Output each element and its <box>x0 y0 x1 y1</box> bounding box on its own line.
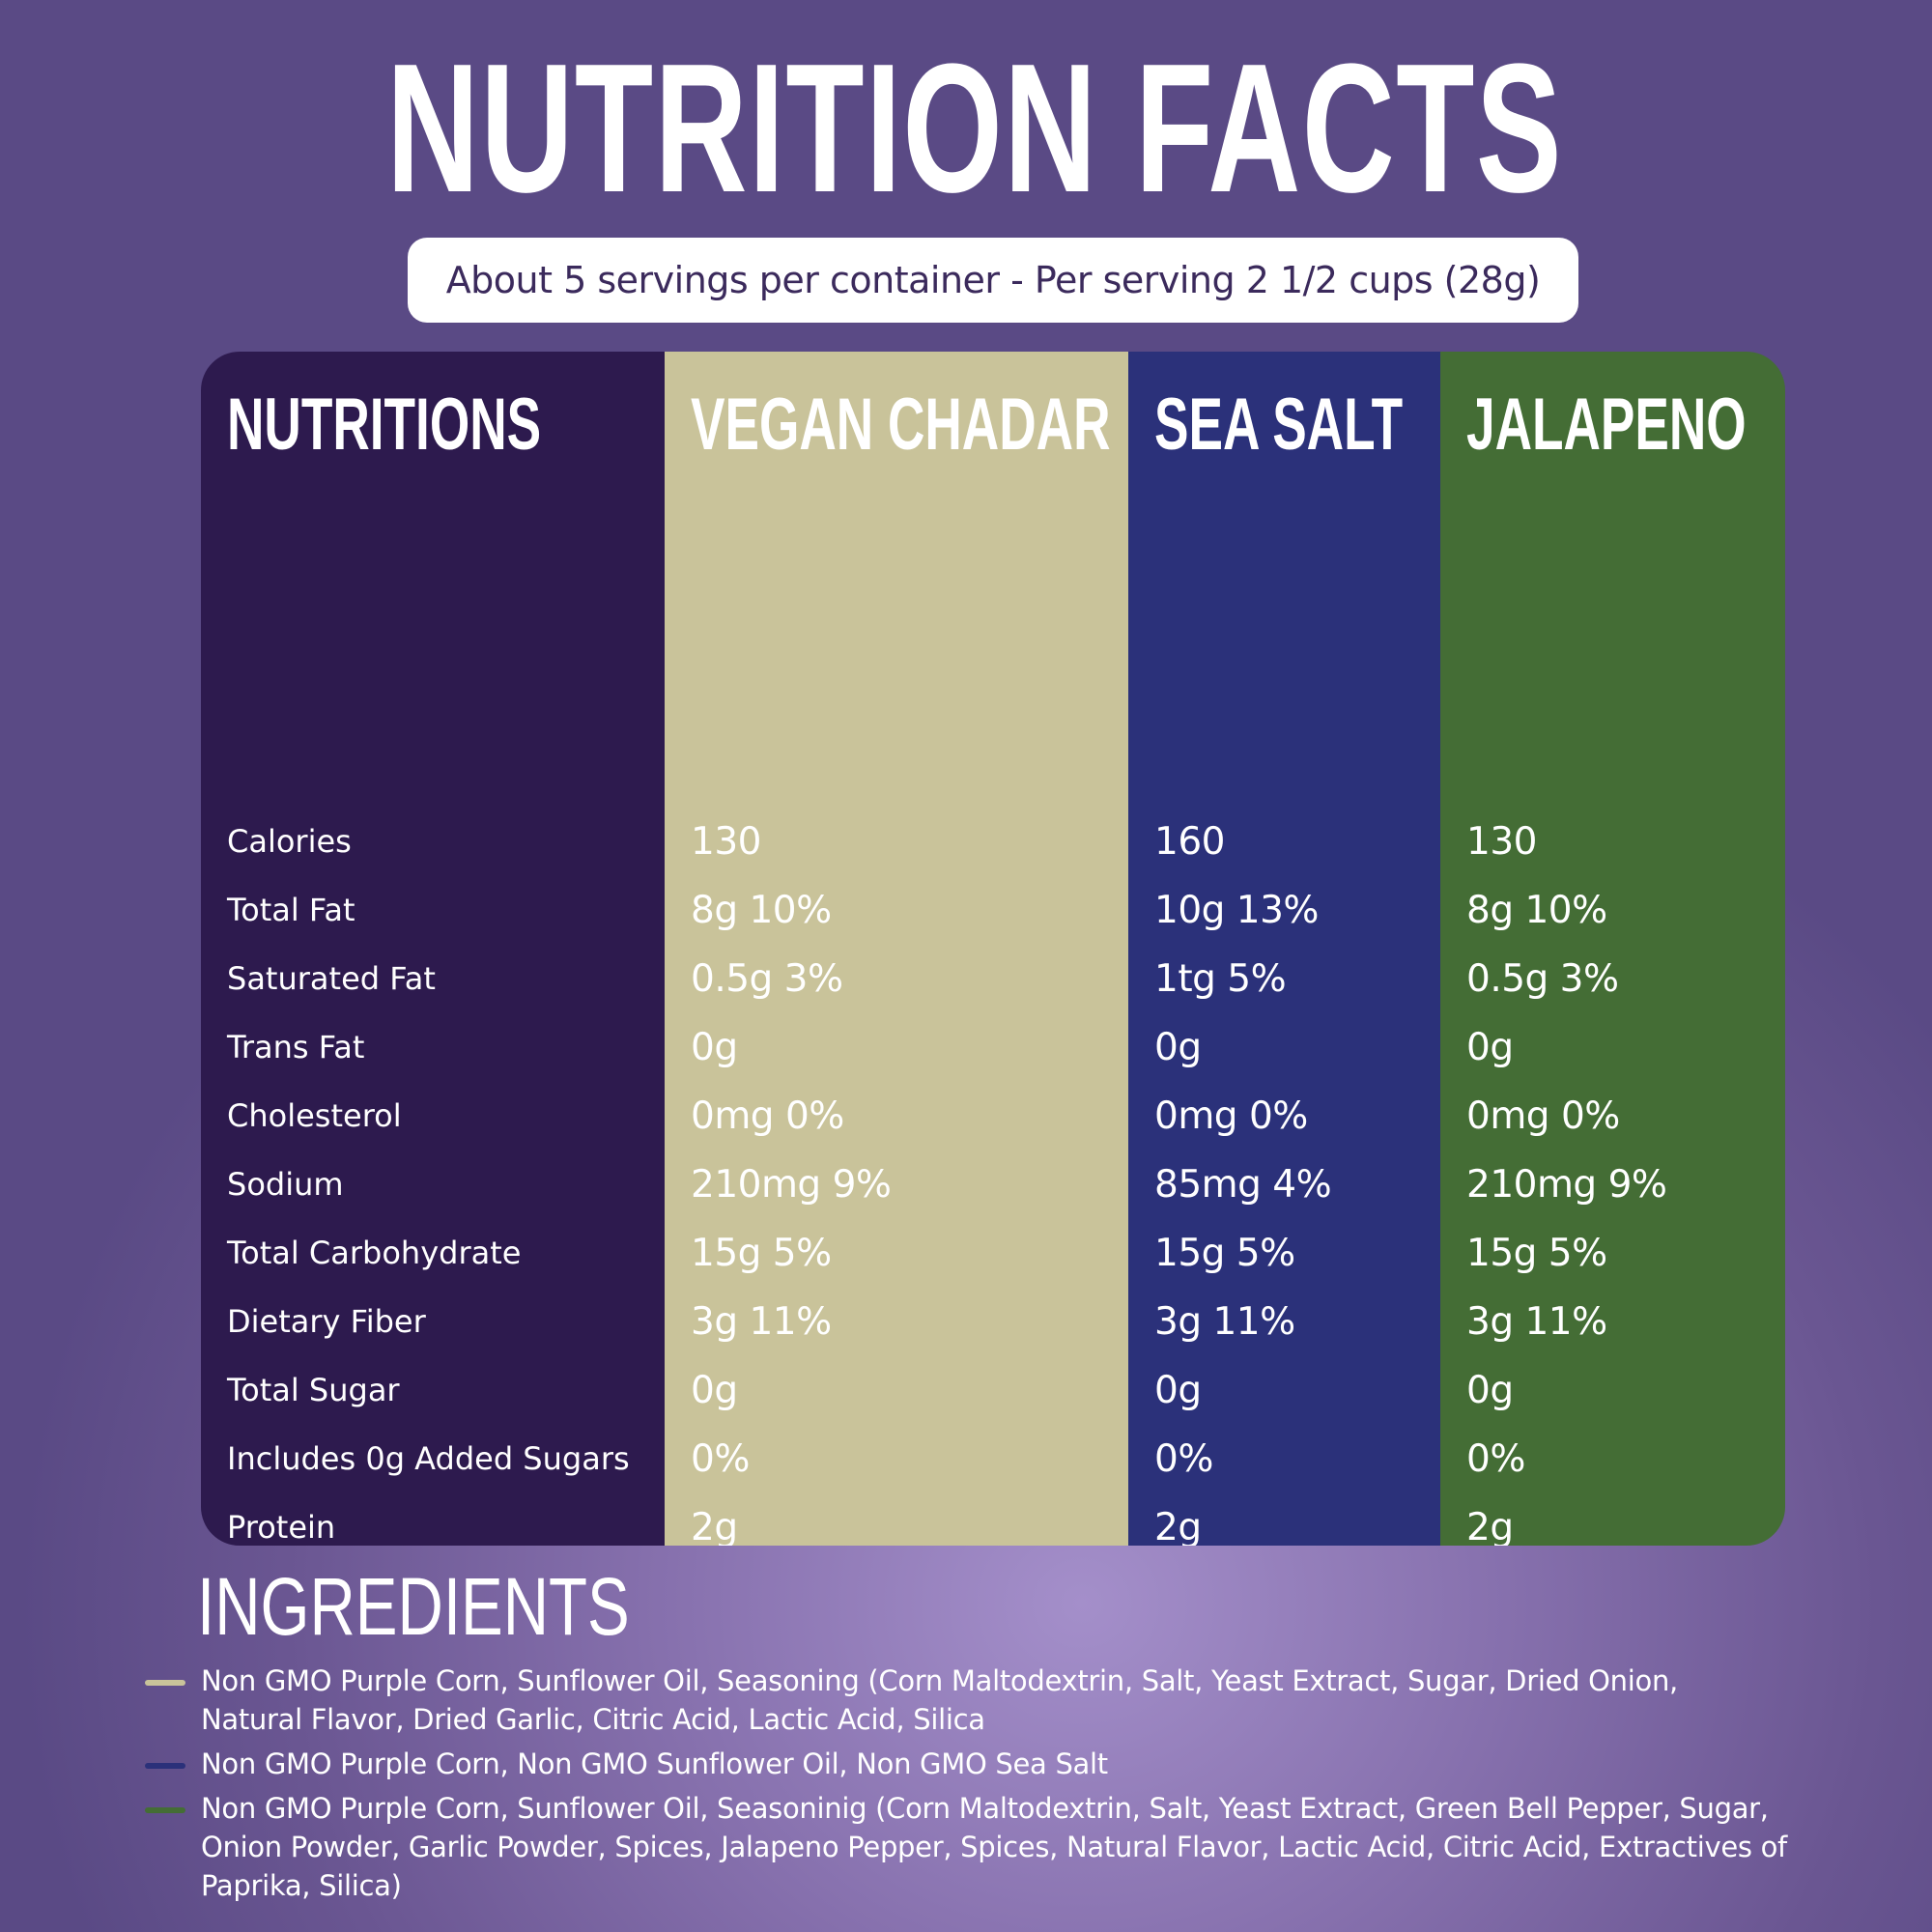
nutrient-value: 3g 11% <box>691 1300 832 1344</box>
nutrient-value: 8g 10% <box>691 889 832 932</box>
nutrient-value: 85mg 4% <box>1154 1163 1332 1207</box>
page-title: NUTRITION FACTS <box>386 26 1563 231</box>
color-swatch-jalapeno <box>145 1807 185 1813</box>
nutrient-value: 2g <box>1154 1506 1202 1546</box>
nutrient-value: 1tg 5% <box>1154 957 1287 1001</box>
nutrient-name: Saturated Fat <box>227 960 436 997</box>
nutrient-value: 0g <box>1466 1369 1514 1412</box>
nutrient-value: 0.5g 3% <box>691 957 843 1001</box>
jalapeno-column: JALAPENO 130 8g 10% 0.5g 3% 0g 0mg 0% 210mg 9… <box>1440 352 1785 1546</box>
nutrient-name: Includes 0g Added Sugars <box>227 1440 630 1477</box>
nutrient-value: 0g <box>1466 1026 1514 1069</box>
nutrient-value: 210mg 9% <box>691 1163 892 1207</box>
nutrition-table: NUTRITIONS Calories Total Fat Saturated Fa… <box>201 352 1785 1546</box>
nutrient-value: 8g 10% <box>1466 889 1607 932</box>
nutrient-name: Trans Fat <box>227 1029 365 1065</box>
ingredients-list: Non GMO Purple Corn, Sunflower Oil, Seas… <box>145 1662 1787 1911</box>
nutrient-value: 0mg 0% <box>1154 1094 1308 1138</box>
nutrient-name: Cholesterol <box>227 1097 402 1134</box>
nutrient-value: 210mg 9% <box>1466 1163 1667 1207</box>
ingredient-text: Non GMO Purple Corn, Sunflower Oil, Seas… <box>201 1664 1678 1736</box>
ingredient-text: Non GMO Purple Corn, Non GMO Sunflower O… <box>201 1747 1108 1780</box>
nutrient-value: 0g <box>1154 1026 1202 1069</box>
column-header-jalapeno: JALAPENO <box>1466 384 1747 466</box>
nutrient-name: Sodium <box>227 1166 344 1203</box>
nutrient-value: 0g <box>691 1369 738 1412</box>
nutrient-value: 2g <box>691 1506 738 1546</box>
nutrient-value: 0mg 0% <box>1466 1094 1620 1138</box>
nutrient-value: 15g 5% <box>1466 1232 1607 1275</box>
ingredient-item-vegan-chadar: Non GMO Purple Corn, Sunflower Oil, Seas… <box>145 1662 1787 1739</box>
column-header-nutritions: NUTRITIONS <box>227 384 542 466</box>
nutrient-name: Protein <box>227 1509 336 1546</box>
nutrient-value: 2g <box>1466 1506 1514 1546</box>
nutrient-name: Calories <box>227 823 352 860</box>
nutrient-value: 15g 5% <box>1154 1232 1295 1275</box>
nutrient-value: 10g 13% <box>1154 889 1319 932</box>
color-swatch-sea-salt <box>145 1763 185 1769</box>
nutrient-names-column: NUTRITIONS Calories Total Fat Saturated Fa… <box>201 352 665 1546</box>
vegan-chadar-column: VEGAN CHADAR 130 8g 10% 0.5g 3% 0g 0mg 0% 210… <box>665 352 1128 1546</box>
nutrient-value: 0g <box>1154 1369 1202 1412</box>
nutrient-name: Total Fat <box>227 892 355 928</box>
color-swatch-vegan-chadar <box>145 1680 185 1686</box>
nutrient-value: 0mg 0% <box>691 1094 844 1138</box>
column-header-sea-salt: SEA SALT <box>1154 384 1404 466</box>
nutrient-name: Total Sugar <box>227 1372 400 1408</box>
ingredient-item-sea-salt: Non GMO Purple Corn, Non GMO Sunflower O… <box>145 1745 1787 1783</box>
nutrient-value: 160 <box>1154 820 1225 864</box>
serving-info-text: About 5 servings per container - Per ser… <box>445 259 1541 301</box>
nutrient-value: 15g 5% <box>691 1232 832 1275</box>
nutrient-value: 0g <box>691 1026 738 1069</box>
nutrient-name: Total Carbohydrate <box>227 1235 522 1271</box>
sea-salt-column: SEA SALT 160 10g 13% 1tg 5% 0g 0mg 0% 85mg 4%… <box>1128 352 1440 1546</box>
ingredient-text: Non GMO Purple Corn, Sunflower Oil, Seas… <box>201 1792 1787 1902</box>
serving-info-pill: About 5 servings per container - Per ser… <box>408 238 1578 323</box>
nutrient-value: 0.5g 3% <box>1466 957 1619 1001</box>
nutrient-name: Dietary Fiber <box>227 1303 426 1340</box>
column-header-vegan-chadar: VEGAN CHADAR <box>691 384 1111 466</box>
nutrient-value: 3g 11% <box>1466 1300 1607 1344</box>
nutrient-value: 3g 11% <box>1154 1300 1295 1344</box>
nutrient-value: 0% <box>691 1437 750 1481</box>
ingredient-item-jalapeno: Non GMO Purple Corn, Sunflower Oil, Seas… <box>145 1789 1787 1905</box>
nutrient-value: 0% <box>1154 1437 1213 1481</box>
nutrient-value: 0% <box>1466 1437 1525 1481</box>
nutrient-value: 130 <box>1466 820 1537 864</box>
ingredients-heading: INGREDIENTS <box>197 1561 630 1652</box>
nutrient-value: 130 <box>691 820 761 864</box>
